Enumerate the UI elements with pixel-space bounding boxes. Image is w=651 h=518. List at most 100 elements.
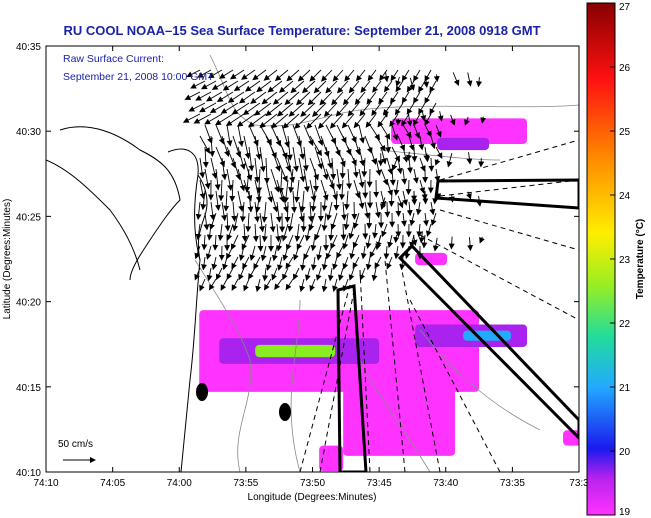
current-vector bbox=[245, 212, 252, 233]
current-vector bbox=[270, 168, 280, 193]
current-vector bbox=[226, 267, 234, 280]
current-vector bbox=[253, 201, 260, 223]
plot-background bbox=[46, 46, 579, 472]
current-vector bbox=[302, 146, 309, 172]
current-vector bbox=[285, 278, 294, 291]
current-vector bbox=[466, 72, 473, 87]
current-vector bbox=[401, 69, 410, 82]
radar-line bbox=[439, 139, 579, 181]
sector-vertical bbox=[336, 284, 368, 472]
current-vector bbox=[372, 223, 379, 239]
contour-line bbox=[419, 329, 541, 431]
current-vector bbox=[276, 135, 288, 159]
current-vector bbox=[237, 168, 246, 192]
current-vector bbox=[290, 80, 305, 94]
colorbar-tick-label: 23 bbox=[619, 255, 631, 266]
current-vector bbox=[424, 124, 432, 138]
current-vector bbox=[265, 179, 274, 203]
current-vector bbox=[437, 111, 444, 122]
current-vector bbox=[244, 80, 261, 92]
colorbar-ticks: 19 20 21 22 23 24 25 26 27 bbox=[610, 2, 631, 518]
current-vector bbox=[188, 102, 206, 112]
current-vector bbox=[310, 256, 317, 271]
current-vector bbox=[336, 245, 344, 259]
current-vector bbox=[206, 223, 213, 241]
current-vector bbox=[480, 116, 487, 124]
current-vector bbox=[422, 212, 429, 227]
current-vector bbox=[210, 157, 218, 179]
current-vector bbox=[264, 278, 272, 291]
current-vector bbox=[195, 201, 202, 221]
current-vector bbox=[241, 223, 248, 242]
current-vector bbox=[271, 245, 278, 262]
current-vector bbox=[227, 91, 245, 103]
coastline-shore bbox=[167, 148, 201, 472]
current-vector bbox=[479, 236, 485, 244]
current-vector bbox=[386, 157, 394, 175]
current-vector bbox=[267, 80, 283, 93]
current-vector bbox=[208, 278, 217, 291]
current-vector bbox=[366, 212, 373, 230]
x-tick-label: 74:00 bbox=[167, 478, 192, 489]
current-vector bbox=[238, 267, 245, 281]
current-vector bbox=[241, 69, 256, 80]
y-tick-label: 40:10 bbox=[16, 468, 41, 479]
current-vector bbox=[365, 113, 377, 128]
current-vector bbox=[303, 124, 314, 147]
current-vector bbox=[390, 91, 399, 104]
current-vector bbox=[259, 113, 278, 128]
y-tick-label: 40:30 bbox=[16, 127, 41, 138]
current-vector bbox=[320, 69, 333, 82]
current-vector bbox=[383, 245, 390, 260]
current-vector bbox=[271, 267, 278, 281]
current-vector bbox=[195, 223, 202, 241]
current-vector bbox=[297, 69, 311, 82]
current-vector bbox=[390, 69, 399, 82]
current-vector bbox=[401, 113, 410, 127]
current-vector bbox=[254, 102, 272, 116]
current-vector bbox=[378, 91, 388, 105]
current-vector bbox=[256, 168, 263, 194]
current-vector bbox=[202, 146, 209, 168]
contour-line bbox=[290, 299, 301, 472]
current-vector bbox=[225, 113, 245, 127]
current-vector bbox=[412, 168, 419, 184]
current-vector bbox=[365, 256, 372, 271]
current-vector bbox=[237, 124, 244, 148]
current-vector bbox=[247, 190, 254, 213]
colorbar-label: Temperature (°C) bbox=[635, 219, 646, 300]
current-vector bbox=[395, 118, 402, 126]
current-vector bbox=[263, 157, 270, 184]
current-vector bbox=[242, 256, 250, 270]
current-vector bbox=[254, 157, 261, 183]
current-vector bbox=[231, 201, 238, 222]
current-vector bbox=[348, 80, 360, 94]
current-vector bbox=[200, 190, 207, 211]
current-vector bbox=[291, 190, 298, 213]
current-vector bbox=[366, 91, 377, 105]
current-vector bbox=[274, 69, 289, 82]
current-vector bbox=[430, 212, 437, 226]
current-vector bbox=[342, 135, 352, 156]
current-vector bbox=[254, 190, 261, 213]
current-vector bbox=[184, 91, 201, 100]
current-vector bbox=[351, 201, 358, 220]
current-vector bbox=[314, 124, 324, 147]
sector-horizontal bbox=[434, 178, 579, 210]
current-vector bbox=[342, 234, 349, 250]
current-vector bbox=[380, 197, 386, 211]
current-vector bbox=[397, 195, 404, 209]
current-vector bbox=[294, 223, 301, 242]
colorbar-tick-label: 26 bbox=[619, 63, 631, 74]
current-vector bbox=[365, 234, 372, 249]
current-vector bbox=[415, 201, 422, 216]
current-vector bbox=[269, 212, 276, 233]
current-vector bbox=[435, 146, 443, 159]
current-vector bbox=[275, 201, 282, 223]
current-vector-field bbox=[182, 69, 487, 293]
current-vector bbox=[186, 69, 201, 77]
current-vector bbox=[336, 168, 343, 191]
current-vector bbox=[400, 212, 407, 227]
current-vector bbox=[274, 278, 283, 290]
